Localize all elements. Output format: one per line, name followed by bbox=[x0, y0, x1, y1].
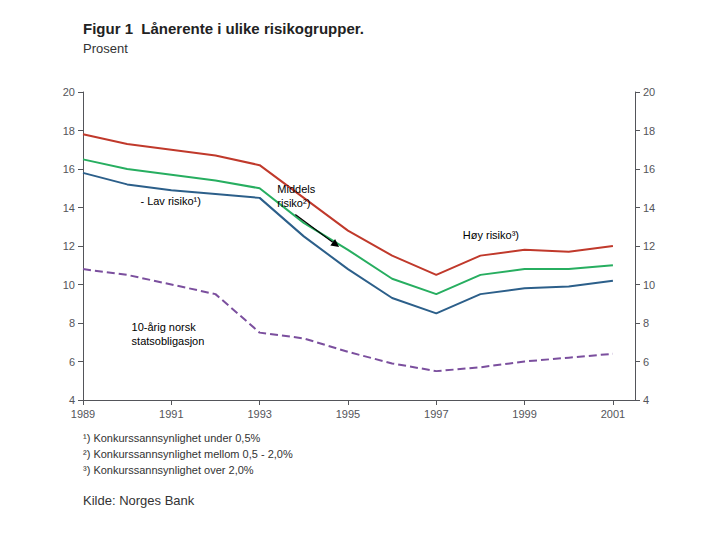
svg-text:16: 16 bbox=[643, 163, 655, 175]
svg-text:1997: 1997 bbox=[424, 408, 448, 420]
svg-text:8: 8 bbox=[643, 317, 649, 329]
svg-text:1989: 1989 bbox=[71, 408, 95, 420]
svg-text:4: 4 bbox=[69, 394, 75, 406]
svg-text:20: 20 bbox=[643, 86, 655, 98]
svg-text:12: 12 bbox=[643, 240, 655, 252]
svg-text:10: 10 bbox=[63, 279, 75, 291]
svg-text:Kilde: Norges Bank: Kilde: Norges Bank bbox=[83, 493, 195, 508]
svg-text:Middels: Middels bbox=[277, 183, 315, 195]
svg-text:12: 12 bbox=[63, 240, 75, 252]
svg-text:¹) Konkurssannsynlighet under: ¹) Konkurssannsynlighet under 0,5% bbox=[83, 432, 261, 444]
svg-text:1993: 1993 bbox=[247, 408, 271, 420]
svg-text:Prosent: Prosent bbox=[83, 41, 128, 56]
svg-text:³) Konkurssannsynlighet over 2: ³) Konkurssannsynlighet over 2,0% bbox=[83, 464, 254, 476]
svg-text:1995: 1995 bbox=[336, 408, 360, 420]
svg-text:14: 14 bbox=[643, 202, 655, 214]
svg-text:Høy risiko³): Høy risiko³) bbox=[463, 229, 519, 241]
svg-text:risiko²): risiko²) bbox=[277, 197, 310, 209]
svg-text:8: 8 bbox=[69, 317, 75, 329]
svg-text:statsobligasjon: statsobligasjon bbox=[132, 335, 205, 347]
svg-text:1991: 1991 bbox=[159, 408, 183, 420]
svg-text:- Lav risiko¹): - Lav risiko¹) bbox=[140, 195, 201, 207]
svg-text:4: 4 bbox=[643, 394, 649, 406]
svg-text:18: 18 bbox=[643, 125, 655, 137]
svg-text:2001: 2001 bbox=[601, 408, 625, 420]
svg-text:10: 10 bbox=[643, 279, 655, 291]
svg-text:20: 20 bbox=[63, 86, 75, 98]
svg-text:²) Konkurssannsynlighet mellom: ²) Konkurssannsynlighet mellom 0,5 - 2,0… bbox=[83, 448, 293, 460]
svg-text:Figur 1 Lånerente i ulike ris: Figur 1 Lånerente i ulike risikogrupper. bbox=[83, 20, 364, 37]
svg-text:18: 18 bbox=[63, 125, 75, 137]
svg-text:1999: 1999 bbox=[512, 408, 536, 420]
svg-text:10-årig norsk: 10-årig norsk bbox=[132, 321, 197, 333]
svg-text:6: 6 bbox=[643, 356, 649, 368]
svg-text:16: 16 bbox=[63, 163, 75, 175]
svg-text:6: 6 bbox=[69, 356, 75, 368]
svg-text:14: 14 bbox=[63, 202, 75, 214]
